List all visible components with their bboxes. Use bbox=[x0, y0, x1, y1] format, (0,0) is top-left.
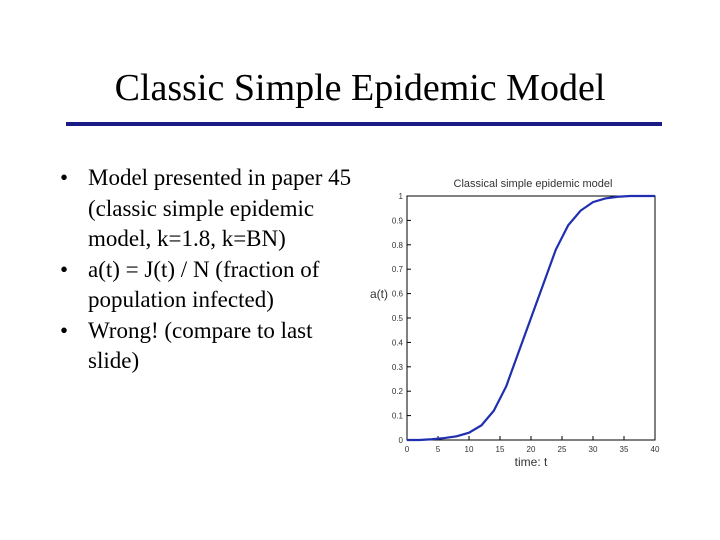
y-tick-label: 0.1 bbox=[392, 412, 404, 421]
bullet-dot: • bbox=[60, 256, 69, 282]
bullet-item: • a(t) = J(t) / N (fraction of populatio… bbox=[60, 255, 360, 316]
bullet-item: • Model presented in paper 45 (classic s… bbox=[60, 163, 360, 255]
slide-title: Classic Simple Epidemic Model bbox=[114, 67, 606, 109]
x-tick-label: 25 bbox=[558, 445, 567, 454]
chart-svg: Classical simple epidemic model 0 5 10 15 20… bbox=[370, 178, 660, 469]
y-tick-label: 0 bbox=[399, 436, 404, 445]
bullet-list: • Model presented in paper 45 (classic s… bbox=[60, 163, 360, 377]
y-tick-label: 0.9 bbox=[392, 216, 404, 225]
y-tick-label: 0.5 bbox=[392, 314, 404, 323]
y-tick-label: 0.8 bbox=[392, 241, 404, 250]
bullet-item: • Wrong! (compare to last slide) bbox=[60, 316, 360, 377]
y-tick-label: 0.4 bbox=[392, 338, 404, 347]
bullet-text: Wrong! (compare to last slide) bbox=[88, 317, 313, 374]
chart-title: Classical simple epidemic model bbox=[454, 178, 613, 190]
axis-ticks: 0 5 10 15 20 25 30 35 40 0 0.1 0.2 0.3 0.4 0.5 0.6 0.7 0.… bbox=[392, 192, 660, 454]
x-axis-label: time: t bbox=[515, 455, 548, 469]
x-tick-label: 15 bbox=[496, 445, 505, 454]
x-tick-label: 35 bbox=[620, 445, 629, 454]
y-tick-label: 0.7 bbox=[392, 265, 404, 274]
x-tick-label: 40 bbox=[651, 445, 660, 454]
x-tick-label: 10 bbox=[465, 445, 474, 454]
bullet-text: a(t) = J(t) / N (fraction of population … bbox=[88, 256, 320, 313]
x-tick-label: 20 bbox=[527, 445, 536, 454]
y-tick-label: 0.2 bbox=[392, 387, 404, 396]
x-tick-label: 5 bbox=[436, 445, 441, 454]
bullet-dot: • bbox=[60, 165, 69, 190]
bullet-text: Model presented in paper 45 (classic sim… bbox=[88, 165, 352, 251]
title-underline bbox=[66, 122, 662, 126]
series-line bbox=[407, 194, 655, 442]
y-tick-label: 0.3 bbox=[392, 363, 404, 372]
x-tick-label: 0 bbox=[405, 445, 410, 454]
epidemic-chart: Classical simple epidemic model 0 5 10 15 20… bbox=[366, 166, 666, 476]
y-tick-label: 1 bbox=[399, 192, 404, 201]
y-tick-label: 0.6 bbox=[392, 290, 404, 299]
x-tick-label: 30 bbox=[589, 445, 598, 454]
y-axis-label: a(t) bbox=[370, 287, 388, 301]
bullet-dot: • bbox=[60, 317, 69, 343]
